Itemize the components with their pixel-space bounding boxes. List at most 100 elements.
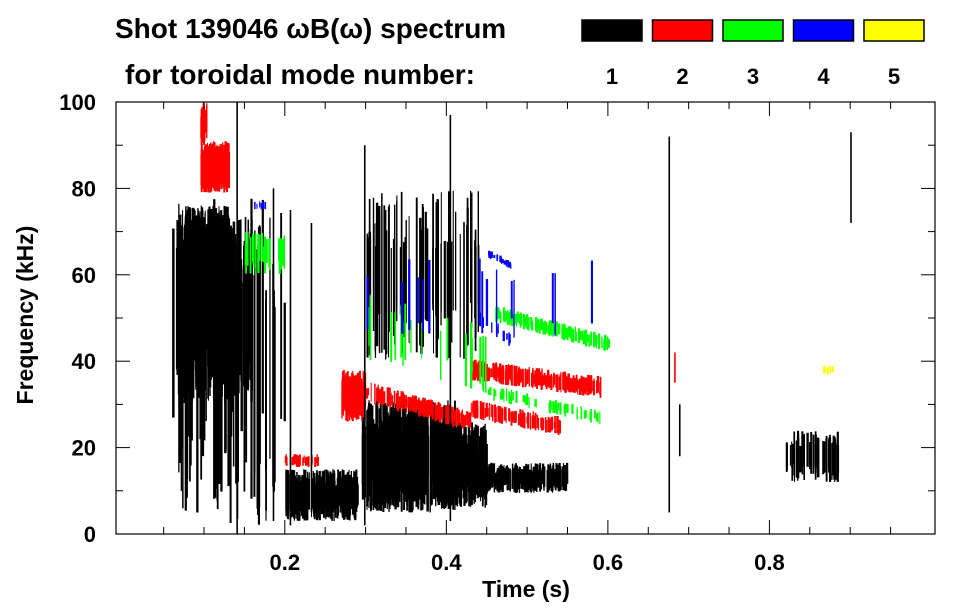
spectrum-mark-mode-1: [224, 239, 227, 325]
spectrum-mark-mode-3: [550, 401, 552, 410]
spectrum-mark-mode-4: [366, 276, 369, 330]
spectrum-mark-mode-2: [558, 420, 561, 432]
spectrum-mark-mode-1: [172, 228, 175, 418]
spectrum-mark-mode-1: [831, 443, 833, 480]
spectrum-mark-mode-1: [485, 429, 487, 492]
spectrum-mark-mode-1: [253, 275, 256, 497]
spectrum-mark-mode-2: [519, 409, 522, 426]
spectrum-mark-mode-1: [536, 469, 539, 485]
spectrum-mark-mode-1: [187, 206, 189, 319]
spectrum-mark-mode-5: [826, 367, 829, 375]
spectrum-mark-mode-3: [246, 231, 249, 266]
spectrum-mark-mode-2: [316, 454, 318, 467]
spectrum-mark-mode-3: [553, 402, 556, 413]
spectrum-mark-mode-4: [510, 264, 512, 269]
spectrum-mark-mode-3: [519, 315, 521, 326]
spectrum-mark-mode-1: [551, 470, 553, 487]
spectrum-mark-mode-1: [566, 462, 569, 484]
spectrum-mark-mode-2: [284, 456, 287, 463]
spectrum-mark-mode-1: [799, 445, 802, 473]
spectrum-mark-mode-1: [503, 468, 506, 486]
spectrum-mark-mode-2: [417, 399, 420, 410]
spectrum-mark-mode-4: [513, 279, 515, 338]
spectrum-mark-mode-1: [797, 438, 800, 479]
spectrum-mark-mode-1: [499, 468, 503, 490]
spectrum-mark-mode-1: [249, 276, 252, 380]
spectrum-mark-mode-1: [183, 233, 186, 318]
y-tick-label: 100: [59, 90, 96, 115]
spectrum-mark-mode-1: [291, 486, 294, 517]
legend-label-mode-2: 2: [676, 64, 688, 89]
spectrum-mark-mode-3: [554, 400, 557, 413]
spectrum-mark-mode-2: [224, 141, 227, 178]
spectrum-mark-mode-1: [215, 232, 219, 294]
spectrum-mark-mode-3: [487, 389, 490, 395]
spectrum-mark-mode-1: [456, 423, 459, 507]
spectrum-mark-mode-1: [210, 212, 213, 319]
spectrum-mark-mode-2: [526, 416, 528, 424]
spectrum-mark-mode-1: [408, 425, 411, 513]
spectrum-mark-mode-2: [295, 458, 297, 464]
spectrum-mark-mode-2: [344, 375, 347, 408]
spectrum-mark-mode-3: [446, 317, 449, 361]
spectrum-mark-mode-3: [522, 313, 525, 324]
spectrum-mark-mode-2: [389, 387, 391, 408]
spectrum-mark-mode-3: [544, 321, 546, 335]
spectrum-mark-mode-3: [562, 325, 565, 337]
spectrum-mark-mode-1: [424, 211, 427, 320]
spectrum-mark-mode-2: [488, 368, 491, 379]
spectrum-mark-mode-3: [584, 330, 586, 341]
y-tick-label: 0: [84, 522, 96, 547]
spectrum-mark-mode-2: [459, 412, 461, 425]
spectrum-mark-mode-2: [437, 405, 440, 418]
spectrum-mark-mode-2: [445, 407, 448, 425]
spectrum-line-mode-2: [674, 352, 676, 383]
spectrum-mark-mode-1: [823, 441, 826, 473]
spectrum-mark-mode-1: [237, 301, 239, 482]
spectrum-mark-mode-2: [520, 370, 523, 382]
spectrum-mark-mode-4: [554, 273, 556, 336]
spectrum-mark-mode-2: [562, 372, 564, 390]
spectrum-mark-mode-1: [491, 466, 493, 484]
spectrum-mark-mode-1: [832, 443, 834, 474]
spectrum-mark-mode-3: [471, 338, 473, 373]
spectrum-mark-mode-3: [258, 234, 260, 268]
spectrum-mark-mode-2: [499, 363, 502, 378]
spectrum-mark-mode-1: [466, 197, 469, 303]
spectrum-mark-mode-3: [542, 322, 544, 332]
spectrum-mark-mode-1: [188, 287, 190, 437]
spectrum-mark-mode-5: [829, 365, 832, 374]
spectrum-mark-mode-3: [404, 303, 407, 360]
spectrum-mark-mode-1: [303, 469, 305, 519]
spectrum-mark-mode-2: [219, 150, 222, 185]
spectrum-mark-mode-3: [525, 316, 527, 327]
spectrum-mark-mode-1: [395, 438, 398, 492]
spectrum-mark-mode-2: [587, 374, 590, 396]
spectrum-mark-mode-3: [561, 327, 564, 340]
spectrum-mark-mode-1: [195, 215, 197, 295]
spectrum-mark-mode-1: [520, 469, 523, 489]
spectrum-mark-mode-4: [401, 281, 404, 334]
spectrum-mark-mode-1: [514, 472, 516, 489]
spectrum-mark-mode-2: [345, 381, 347, 407]
spectrum-mark-mode-1: [333, 480, 336, 506]
spectrum-mark-mode-2: [466, 411, 469, 426]
spectrum-mark-mode-4: [428, 259, 431, 334]
spectrum-mark-mode-2: [552, 377, 555, 388]
spectrum-mark-mode-1: [493, 472, 497, 490]
spectrum-mark-mode-1: [400, 403, 402, 479]
spectrum-mark-mode-2: [380, 391, 383, 404]
spectrum-mark-mode-2: [358, 384, 361, 411]
spectrum-mark-mode-1: [422, 423, 425, 502]
spectrum-mark-mode-1: [319, 484, 322, 512]
x-tick-label: 0.2: [270, 550, 301, 575]
spectrum-mark-mode-2: [575, 374, 578, 392]
spectrum-mark-mode-2: [207, 156, 209, 180]
spectrum-mark-mode-1: [383, 402, 385, 481]
spectrum-mark-mode-2: [519, 368, 522, 383]
spectrum-mark-mode-1: [339, 477, 342, 510]
spectrum-mark-mode-2: [495, 407, 497, 423]
spectrum-mark-mode-1: [806, 432, 809, 467]
spectrum-mark-mode-4: [491, 251, 493, 258]
spectrum-mark-mode-3: [394, 312, 397, 360]
